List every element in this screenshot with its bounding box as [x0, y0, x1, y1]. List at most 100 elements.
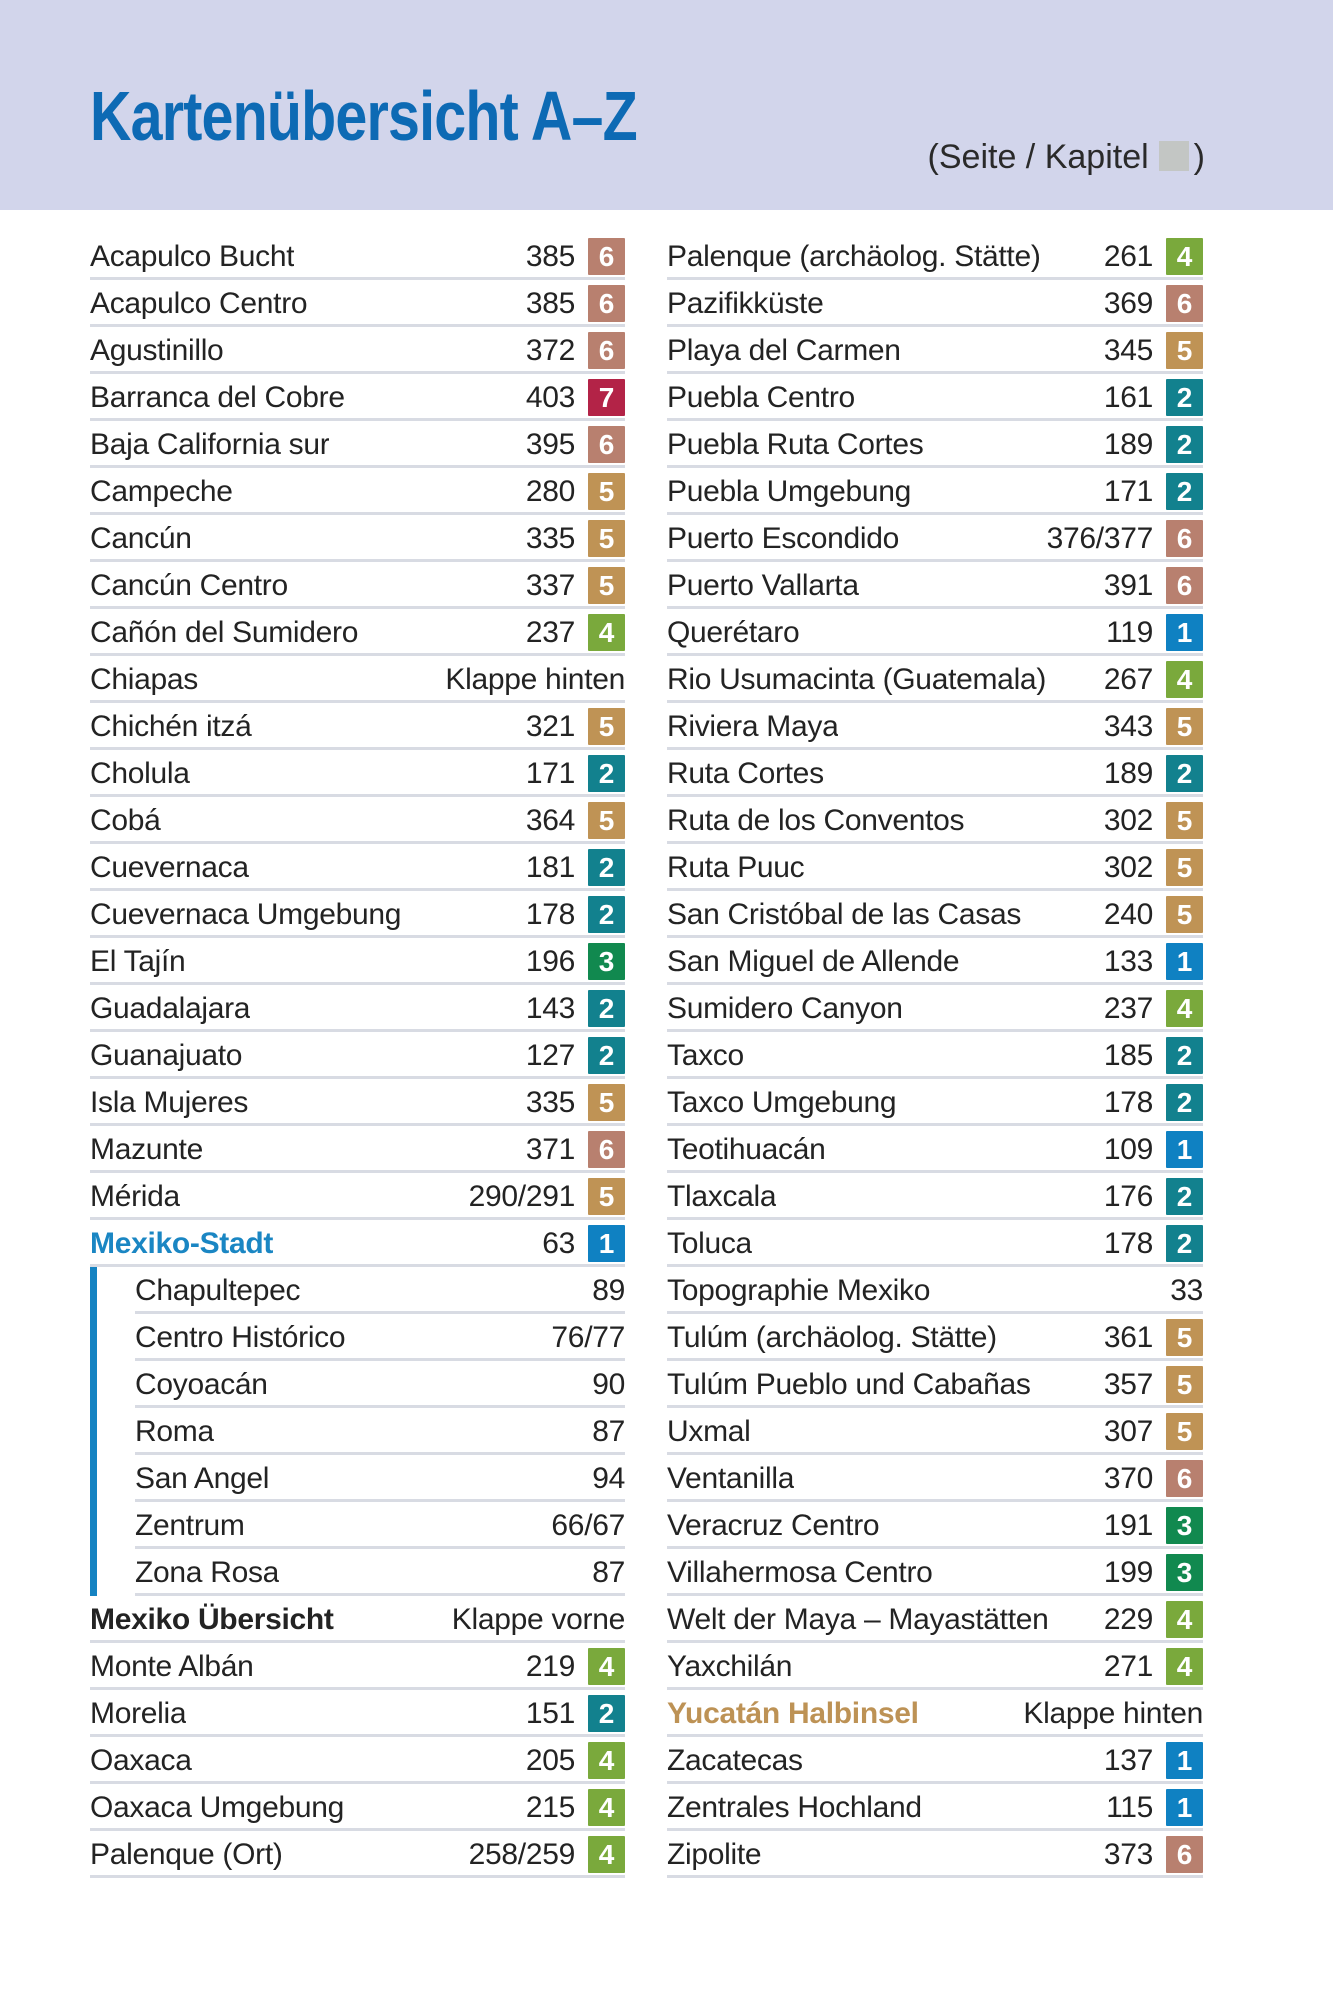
chapter-badge: 6 [1166, 1460, 1203, 1497]
entry-page: 343 [1103, 709, 1153, 743]
index-row: Guadalajara 143 2 [90, 985, 625, 1032]
index-row: Cancún 335 5 [90, 515, 625, 562]
chapter-badge: 6 [588, 426, 625, 463]
entry-page: 171 [525, 756, 575, 790]
entry-name: Mazunte [90, 1132, 203, 1166]
entry-page: 403 [525, 380, 575, 414]
chapter-badge: 5 [588, 1084, 625, 1121]
entry-page: 258/259 [468, 1837, 576, 1871]
entry-page: 178 [1103, 1226, 1153, 1260]
entry-page: 385 [525, 239, 575, 273]
index-row: Cuevernaca Umgebung 178 2 [90, 891, 625, 938]
entry-name: Guanajuato [90, 1038, 243, 1072]
entry-name: Tulúm (archäolog. Stätte) [667, 1320, 997, 1354]
sub-group: Chapultepec 89 Centro Histórico 76/77 Coyoac… [90, 1267, 625, 1596]
entry-page: 369 [1103, 286, 1153, 320]
chapter-badge: 4 [588, 614, 625, 651]
entry-name: Cancún Centro [90, 568, 288, 602]
entry-name: Zona Rosa [135, 1555, 280, 1589]
index-row: Toluca 178 2 [667, 1220, 1203, 1267]
chapter-badge: 2 [1166, 1084, 1203, 1121]
entry-name: Rio Usumacinta (Guatemala) [667, 662, 1047, 696]
entry-page: 345 [1103, 333, 1153, 367]
chapter-badge: 6 [588, 332, 625, 369]
entry-name: Palenque (Ort) [90, 1837, 283, 1871]
entry-name: Zentrum [135, 1508, 245, 1542]
index-row: Agustinillo 372 6 [90, 327, 625, 374]
entry-page: 372 [525, 333, 575, 367]
entry-name: Monte Albán [90, 1649, 254, 1683]
entry-name: Campeche [90, 474, 233, 508]
chapter-badge: 6 [588, 238, 625, 275]
index-row: Mazunte 371 6 [90, 1126, 625, 1173]
index-row: Ventanilla 370 6 [667, 1455, 1203, 1502]
entry-page: 151 [525, 1696, 575, 1730]
index-row: Monte Albán 219 4 [90, 1643, 625, 1690]
chapter-badge: 2 [1166, 473, 1203, 510]
entry-page: 290/291 [468, 1179, 576, 1213]
entry-name: Zentrales Hochland [667, 1790, 922, 1824]
entry-name: Coyoacán [135, 1367, 268, 1401]
entry-page: 370 [1103, 1461, 1153, 1495]
entry-page: 335 [525, 1085, 575, 1119]
entry-name: Mexiko-Stadt [90, 1226, 274, 1260]
entry-name: Centro Histórico [135, 1320, 346, 1354]
entry-page: 171 [1103, 474, 1153, 508]
chapter-badge: 5 [588, 473, 625, 510]
chapter-placeholder-box [1158, 141, 1189, 171]
entry-page: 161 [1103, 380, 1153, 414]
index-row: Cholula 171 2 [90, 750, 625, 797]
index-row: Isla Mujeres 335 5 [90, 1079, 625, 1126]
entry-page: 90 [592, 1367, 625, 1401]
chapter-badge: 5 [588, 567, 625, 604]
entry-name: Puerto Escondido [667, 521, 900, 555]
index-row: Chichén itzá 321 5 [90, 703, 625, 750]
index-row: Querétaro 119 1 [667, 609, 1203, 656]
entry-page: 176 [1103, 1179, 1153, 1213]
entry-page: 205 [525, 1743, 575, 1777]
entry-page: 371 [525, 1132, 575, 1166]
entry-page: 302 [1103, 850, 1153, 884]
entry-name: San Angel [135, 1461, 270, 1495]
chapter-badge: 1 [1166, 943, 1203, 980]
index-row: Puebla Ruta Cortes 189 2 [667, 421, 1203, 468]
chapter-badge: 2 [588, 849, 625, 886]
entry-name: Playa del Carmen [667, 333, 901, 367]
index-row: Zentrales Hochland 115 1 [667, 1784, 1203, 1831]
index-row: Puerto Escondido 376/377 6 [667, 515, 1203, 562]
entry-name: Chapultepec [135, 1273, 301, 1307]
entry-page: 115 [1106, 1790, 1153, 1824]
index-row: Puebla Umgebung 171 2 [667, 468, 1203, 515]
index-column-right: Palenque (archäolog. Stätte) 261 4 Pazifikk… [667, 233, 1203, 1878]
entry-name: Acapulco Bucht [90, 239, 295, 273]
chapter-badge: 6 [588, 1131, 625, 1168]
entry-page: 364 [525, 803, 575, 837]
index-row: Playa del Carmen 345 5 [667, 327, 1203, 374]
entry-name: Morelia [90, 1696, 187, 1730]
entry-page: 119 [1106, 615, 1153, 649]
index-row: Cancún Centro 337 5 [90, 562, 625, 609]
entry-name: Cañón del Sumidero [90, 615, 359, 649]
entry-page: 385 [525, 286, 575, 320]
index-row: Ruta Cortes 189 2 [667, 750, 1203, 797]
entry-page: 337 [525, 568, 575, 602]
legend-close-paren: ) [1193, 138, 1205, 176]
entry-name: Tulúm Pueblo und Cabañas [667, 1367, 1031, 1401]
index-row-sub: Zona Rosa 87 [135, 1549, 625, 1596]
entry-page: 302 [1103, 803, 1153, 837]
entry-page: 63 [542, 1226, 575, 1260]
index-row: Baja California sur 395 6 [90, 421, 625, 468]
entry-name: Acapulco Centro [90, 286, 308, 320]
entry-name: Ruta de los Conventos [667, 803, 965, 837]
entry-name: Welt der Maya – Mayastätten [667, 1602, 1049, 1636]
page-title: Kartenübersicht A–Z [90, 77, 638, 155]
chapter-badge: 4 [1166, 1648, 1203, 1685]
index-row: Tlaxcala 176 2 [667, 1173, 1203, 1220]
entry-page: 271 [1103, 1649, 1153, 1683]
entry-page: 181 [525, 850, 575, 884]
index-row-sub: Coyoacán 90 [135, 1361, 625, 1408]
chapter-badge: 6 [1166, 520, 1203, 557]
entry-name: Baja California sur [90, 427, 330, 461]
index-row: Mérida 290/291 5 [90, 1173, 625, 1220]
chapter-badge: 5 [1166, 1413, 1203, 1450]
